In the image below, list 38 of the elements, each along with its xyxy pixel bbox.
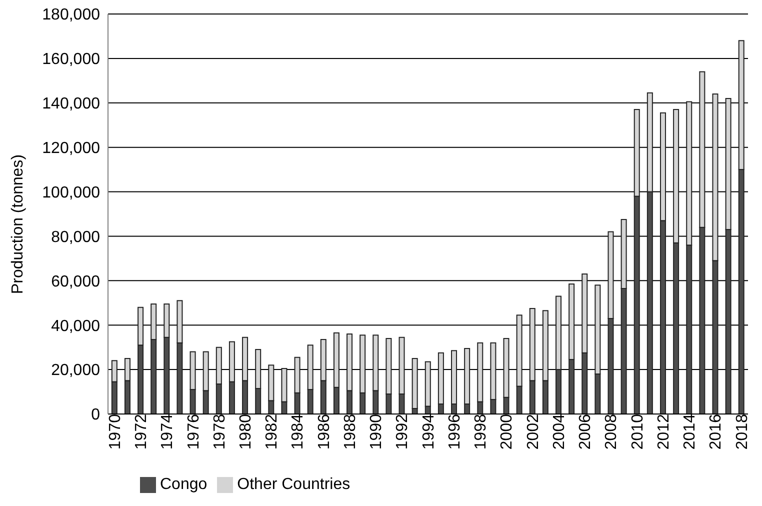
x-tick-label: 1992 xyxy=(394,414,412,450)
x-tick-label: 1994 xyxy=(420,414,438,450)
y-tick-label: 100,000 xyxy=(42,184,100,202)
x-tick-label: 2006 xyxy=(577,414,594,450)
y-tick-label: 180,000 xyxy=(42,6,100,24)
x-tick-label: 1972 xyxy=(133,414,150,450)
x-tick-label: 2002 xyxy=(524,414,542,450)
x-tick-label: 2014 xyxy=(682,414,699,450)
y-tick-label: 60,000 xyxy=(51,273,100,290)
legend-label: Congo xyxy=(160,476,208,493)
x-tick-label: 1984 xyxy=(290,414,307,450)
x-tick-label: 1976 xyxy=(185,414,202,450)
x-tick-label: 1974 xyxy=(159,414,176,450)
y-tick-label: 20,000 xyxy=(51,362,100,380)
y-tick-label: 160,000 xyxy=(42,51,100,68)
x-tick-label: 2010 xyxy=(629,414,646,450)
x-tick-label: 1970 xyxy=(106,414,124,450)
y-tick-label: 40,000 xyxy=(51,318,100,335)
y-tick-label: 120,000 xyxy=(42,140,100,158)
x-tick-label: 1978 xyxy=(211,414,228,450)
y-tick-label: 0 xyxy=(91,406,100,424)
y-tick-label: 140,000 xyxy=(42,96,100,113)
y-tick-label: 80,000 xyxy=(51,228,100,246)
x-tick-label: 1982 xyxy=(264,414,281,450)
y-axis-title: Production (tonnes) xyxy=(10,154,27,294)
x-tick-label: 2018 xyxy=(734,414,751,450)
x-tick-label: 2000 xyxy=(498,414,516,450)
x-tick-label: 2008 xyxy=(603,414,620,450)
x-tick-label: 1996 xyxy=(446,414,464,450)
legend-label: Other Countries xyxy=(237,476,350,493)
x-tick-label: 2016 xyxy=(708,414,725,450)
x-tick-label: 1988 xyxy=(342,414,359,450)
x-tick-label: 1980 xyxy=(238,414,255,450)
x-tick-label: 1998 xyxy=(472,414,490,450)
x-tick-label: 2012 xyxy=(655,414,672,450)
x-tick-label: 2004 xyxy=(550,414,568,450)
x-tick-label: 1990 xyxy=(368,414,386,450)
x-tick-label: 1986 xyxy=(316,414,333,450)
